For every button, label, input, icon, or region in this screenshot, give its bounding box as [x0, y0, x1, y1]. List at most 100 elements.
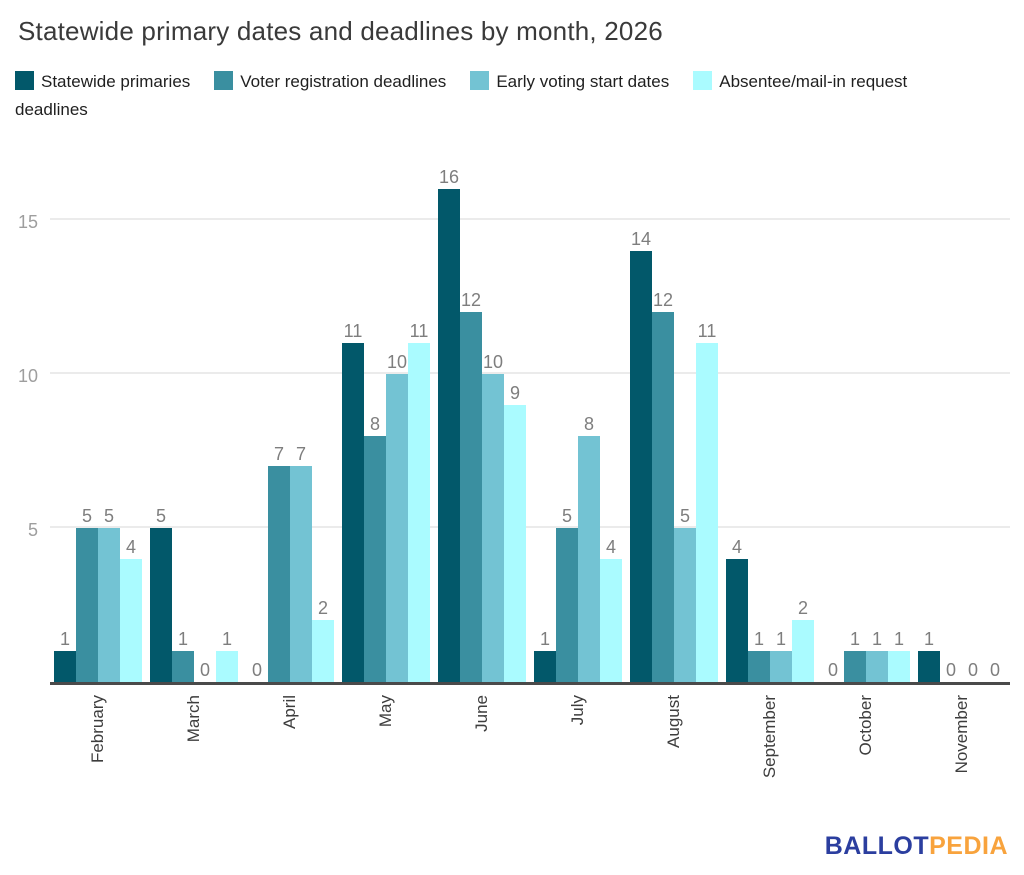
bar-column: 8	[578, 414, 600, 682]
bar-groups: 1 5 5 4 5 1 0 1 0 7 7 2 11 8 10 11 16 12 10 9 1 5 8 4 14 12 5 11 4 1 1…	[50, 150, 1010, 682]
bar-value-label: 14	[630, 228, 652, 249]
bar-value-label: 8	[583, 413, 594, 434]
bar	[556, 528, 578, 682]
bar-value-label: 9	[509, 382, 520, 403]
gridline	[50, 526, 1010, 528]
bar	[312, 620, 334, 682]
gridline	[50, 372, 1010, 374]
x-axis-label-cell: August	[626, 695, 722, 815]
chart-legend: Statewide primaries Voter registration de…	[15, 68, 927, 124]
bar	[98, 528, 120, 682]
bar-value-label: 0	[989, 660, 1000, 680]
bar-column: 5	[556, 506, 578, 682]
x-axis-label-cell: October	[818, 695, 914, 815]
x-axis-label: October	[856, 695, 875, 756]
bar-column: 2	[792, 598, 814, 682]
x-axis-label: September	[760, 695, 779, 779]
bar	[630, 250, 652, 682]
x-axis-label: April	[280, 695, 299, 730]
logo-pedia-text: PEDIA	[929, 832, 1008, 860]
bar-value-label: 11	[697, 321, 717, 342]
bar-value-label: 0	[945, 660, 956, 680]
bar-value-label: 5	[81, 506, 92, 526]
bar	[770, 651, 792, 682]
bar-value-label: 1	[59, 629, 70, 650]
bar	[866, 651, 888, 682]
bar	[386, 374, 408, 682]
x-axis-label: May	[376, 695, 395, 728]
bar-column: 4	[726, 537, 748, 682]
y-axis-tick-label: 15	[17, 212, 38, 232]
bar	[216, 651, 238, 682]
bar	[438, 189, 460, 682]
bar	[172, 651, 194, 682]
bar-column: 1	[866, 629, 888, 682]
bar-column: 8	[364, 414, 386, 682]
bar-column: 11	[696, 321, 718, 682]
bar	[696, 343, 718, 682]
bar-column: 0	[962, 660, 984, 682]
bar	[534, 651, 556, 682]
bar-group: 11 8 10 11	[338, 321, 434, 682]
bar-value-label: 0	[827, 660, 838, 680]
chart-title: Statewide primary dates and deadlines by…	[18, 16, 663, 46]
x-axis-label-cell: April	[242, 695, 338, 815]
y-axis-tick-label: 10	[17, 366, 38, 386]
bar-value-label: 8	[369, 413, 380, 434]
bar-column: 0	[822, 660, 844, 682]
bar-column: 10	[386, 352, 408, 682]
x-axis-label-cell: November	[914, 695, 1010, 815]
bar-column: 1	[172, 629, 194, 682]
plot-area: 1 5 5 4 5 1 0 1 0 7 7 2 11 8 10 11 16 12 10 9 1 5 8 4 14 12 5 11 4 1 1…	[50, 150, 1010, 685]
bar-value-label: 1	[775, 629, 786, 650]
legend-swatch	[470, 71, 490, 90]
x-axis-label-cell: March	[146, 695, 242, 815]
bar-column: 11	[342, 321, 364, 682]
bar-column: 0	[984, 660, 1006, 682]
logo-ballot-text: BALLOT	[824, 832, 930, 860]
bar-value-label: 11	[409, 321, 429, 342]
bar-column: 5	[674, 506, 696, 682]
bar-value-label: 5	[561, 506, 572, 526]
x-axis-label: August	[664, 695, 683, 748]
bar	[54, 651, 76, 682]
x-axis-label-cell: June	[434, 695, 530, 815]
bar	[748, 651, 770, 682]
bar	[460, 312, 482, 682]
x-axis-label-cell: May	[338, 695, 434, 815]
bar-column: 4	[600, 537, 622, 682]
bar-value-label: 11	[343, 321, 363, 342]
bar-column: 5	[98, 506, 120, 682]
bar	[364, 435, 386, 682]
bar-column: 1	[54, 629, 76, 682]
bar	[482, 374, 504, 682]
bar-column: 0	[246, 660, 268, 682]
bar	[290, 466, 312, 682]
legend-label: Early voting start dates	[496, 72, 670, 91]
bar	[342, 343, 364, 682]
bar-value-label: 2	[317, 598, 328, 619]
x-axis-label: June	[472, 695, 491, 732]
x-axis-label-cell: July	[530, 695, 626, 815]
bar-value-label: 12	[460, 290, 482, 311]
bar-column: 2	[312, 598, 334, 682]
legend-swatch	[15, 71, 34, 90]
bar-value-label: 1	[871, 629, 882, 650]
bar	[674, 528, 696, 682]
bar	[888, 651, 910, 682]
bar-column: 1	[844, 629, 866, 682]
bar-value-label: 4	[605, 536, 616, 557]
bar-column: 10	[482, 352, 504, 682]
bar-column: 1	[216, 629, 238, 682]
bar-value-label: 2	[797, 598, 808, 619]
legend-label: Absentee/mail-in request deadlines	[15, 72, 908, 119]
bar-value-label: 12	[652, 290, 674, 311]
bar-column: 14	[630, 229, 652, 682]
bar-column: 1	[748, 629, 770, 682]
bar-column: 12	[460, 290, 482, 682]
